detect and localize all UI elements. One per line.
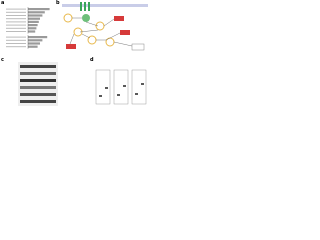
- bar: [28, 39, 43, 42]
- label-placeholder: [6, 39, 26, 41]
- label-placeholder: [6, 18, 26, 20]
- bar: [28, 42, 40, 45]
- band: [20, 79, 56, 82]
- panel-label: d: [90, 57, 94, 63]
- pathway: [62, 2, 148, 51]
- band: [20, 93, 56, 96]
- label-placeholder: [6, 27, 26, 29]
- dot-plots: [95, 69, 147, 105]
- western-blot: [18, 62, 58, 106]
- dots: [99, 83, 144, 97]
- figure: a b c d: [0, 0, 150, 109]
- band: [20, 86, 56, 89]
- panel-label: c: [1, 57, 4, 63]
- band: [20, 100, 56, 103]
- label-placeholder: [6, 21, 26, 23]
- node: [63, 13, 73, 23]
- label-placeholder: [6, 11, 26, 13]
- node: [95, 21, 105, 31]
- membrane: [62, 4, 148, 7]
- target-box: [120, 30, 130, 35]
- bar: [28, 30, 36, 33]
- label-placeholder: [6, 46, 26, 48]
- label-placeholder: [6, 15, 26, 16]
- plot-frame: [131, 69, 147, 105]
- bar: [28, 20, 39, 23]
- nucleus: [131, 43, 145, 51]
- receptor: [80, 2, 82, 11]
- target-box: [114, 16, 124, 21]
- receptor: [84, 2, 86, 11]
- panel-label: a: [1, 0, 4, 6]
- node: [73, 27, 83, 37]
- bar: [28, 14, 43, 17]
- bar: [28, 45, 38, 48]
- label-placeholder: [6, 24, 26, 26]
- label-placeholder: [6, 43, 26, 44]
- arrow: [69, 17, 133, 47]
- bar: [28, 8, 50, 11]
- band: [20, 72, 56, 75]
- node: [82, 14, 90, 22]
- plot-frame: [95, 69, 111, 105]
- bar: [28, 24, 38, 27]
- label-placeholder: [6, 8, 26, 10]
- label-placeholder: [6, 36, 26, 38]
- bar: [28, 27, 37, 30]
- target-box: [66, 44, 76, 49]
- bar: [28, 17, 40, 20]
- bar: [28, 11, 45, 14]
- panel-label: b: [56, 0, 60, 6]
- node: [87, 35, 97, 45]
- bar: [28, 36, 48, 39]
- label-placeholder: [6, 31, 26, 32]
- band: [20, 65, 56, 68]
- plot-frame: [113, 69, 129, 105]
- receptor: [88, 2, 90, 11]
- blot: [18, 62, 58, 106]
